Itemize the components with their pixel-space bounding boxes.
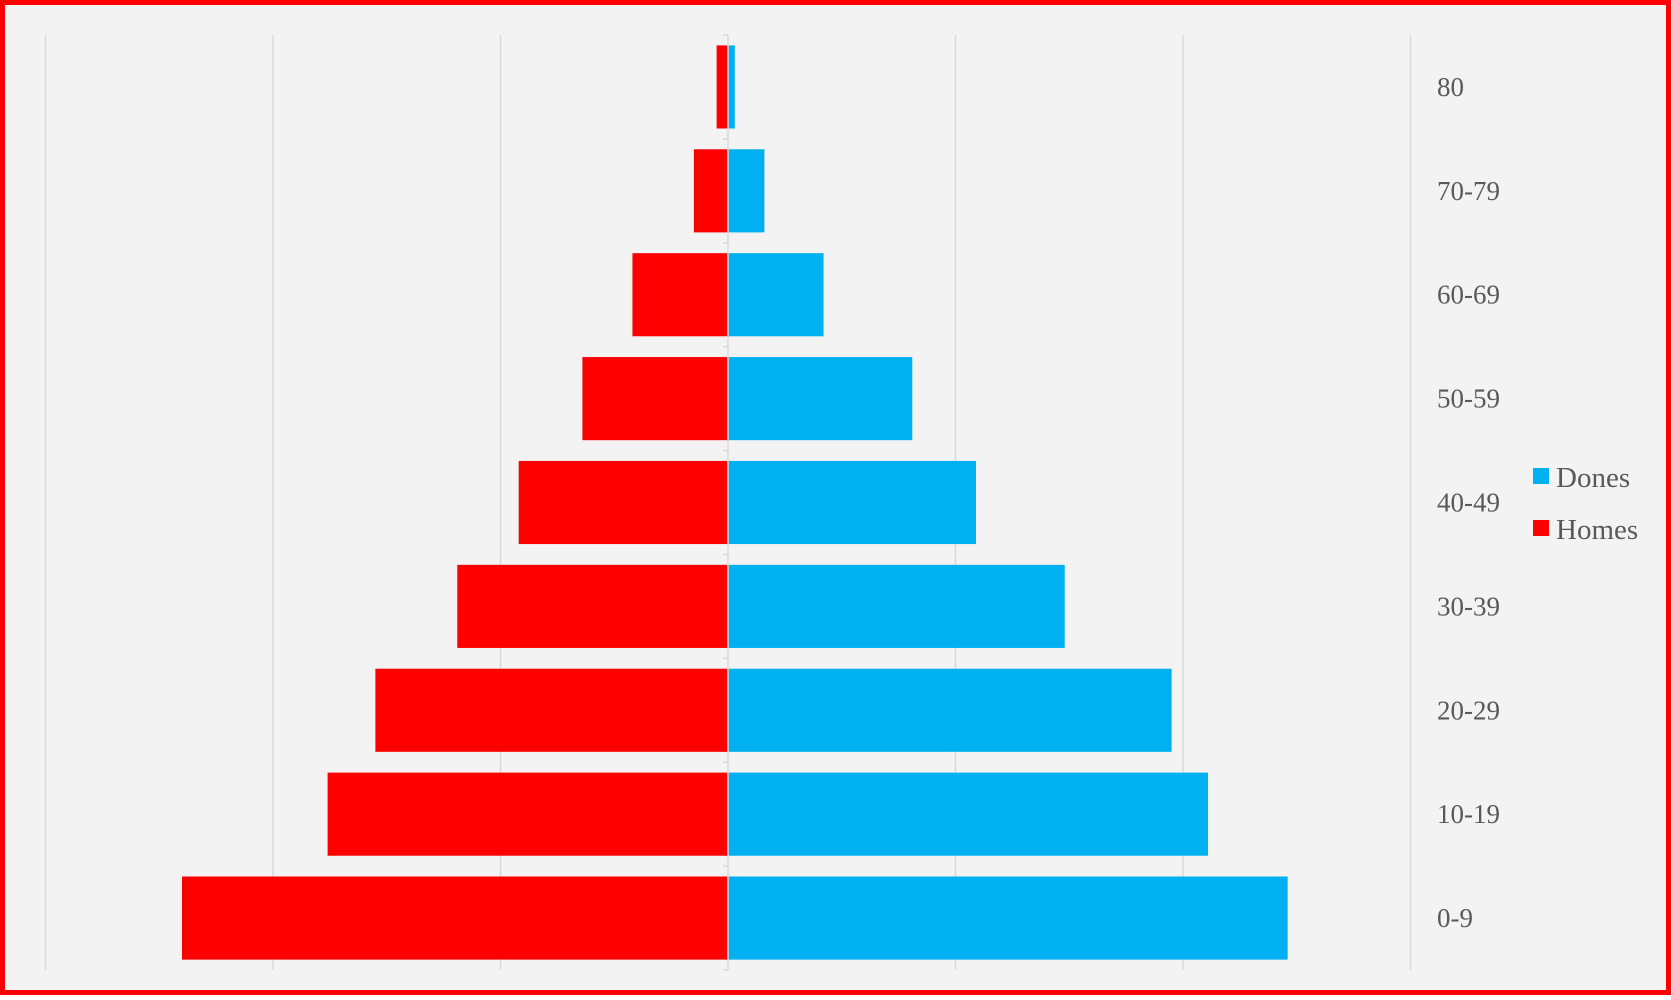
legend-label-homes: Homes [1556, 514, 1638, 546]
bar-dones-80 [728, 45, 735, 129]
category-label: 50-59 [1437, 384, 1500, 414]
bar-homes-50-59 [582, 357, 728, 441]
category-label: 40-49 [1437, 488, 1500, 518]
bar-dones-60-69 [728, 253, 824, 337]
category-label: 10-19 [1437, 799, 1500, 829]
bar-homes-30-39 [457, 564, 728, 648]
bar-homes-70-79 [693, 149, 728, 233]
category-label: 60-69 [1437, 280, 1500, 310]
category-labels: 0-9 10-19 20-29 30-39 40-49 50-59 60-69 70-79 80 [1437, 72, 1500, 933]
bar-dones-30-39 [728, 564, 1065, 648]
category-label: 30-39 [1437, 591, 1500, 621]
population-pyramid-chart: 0-9 10-19 20-29 30-39 40-49 50-59 60-69 70-79 80… [44, 34, 1638, 971]
bar-dones-40-49 [728, 460, 976, 545]
bars [182, 45, 1288, 960]
category-label: 20-29 [1437, 695, 1500, 725]
center-axis [723, 34, 729, 971]
legend-swatch-dones [1533, 468, 1549, 484]
bar-homes-10-19 [327, 772, 728, 856]
gridlines [44, 35, 1412, 970]
legend-label-dones: Dones [1556, 462, 1630, 494]
bar-dones-10-19 [728, 772, 1209, 856]
category-label: 70-79 [1437, 176, 1500, 206]
bar-dones-70-79 [728, 149, 765, 233]
bar-dones-0-9 [728, 876, 1288, 960]
category-label: 80 [1437, 72, 1464, 102]
legend: Dones Homes [1533, 462, 1638, 546]
legend-swatch-homes [1533, 520, 1549, 536]
bar-dones-20-29 [728, 668, 1172, 752]
bar-homes-0-9 [182, 876, 728, 960]
bar-homes-80 [716, 45, 728, 129]
bar-homes-60-69 [632, 253, 728, 337]
category-label: 0-9 [1437, 903, 1473, 933]
bar-dones-50-59 [728, 357, 913, 441]
bar-homes-20-29 [375, 668, 728, 752]
bar-homes-40-49 [518, 460, 728, 545]
